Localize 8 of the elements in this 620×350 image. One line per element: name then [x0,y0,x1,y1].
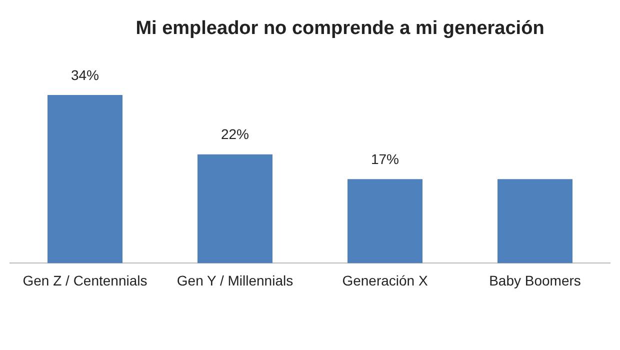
data-label: 34% [70,66,100,83]
chart-title: Mi empleador no comprende a mi generación [134,18,546,40]
data-label: 17% [370,150,400,167]
x-tick-label: Baby Boomers [489,272,581,288]
data-label: 22% [220,126,250,142]
x-tick-label: Generación X [342,272,428,288]
x-tick-label: Gen Z / Centennials [22,272,148,288]
x-tick-label: Gen Y / Millennials [176,272,294,288]
